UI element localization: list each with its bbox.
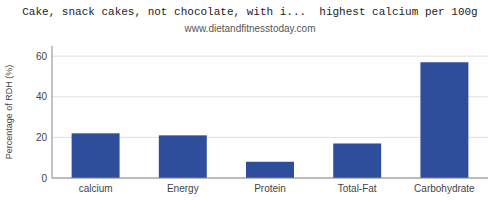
y-tick-label: 60	[36, 51, 48, 62]
chart: Cake, snack cakes, not chocolate, with i…	[0, 0, 500, 200]
grid	[52, 56, 488, 178]
bar	[333, 143, 381, 178]
bar	[246, 162, 294, 178]
y-tick-label: 0	[41, 173, 47, 184]
grid-line	[52, 178, 488, 179]
bars	[72, 62, 469, 178]
y-axis-label: Percentage of RDH (%)	[4, 65, 14, 160]
x-tick-label: Energy	[167, 183, 199, 194]
grid-line	[52, 56, 488, 57]
bar	[159, 135, 207, 178]
bar	[72, 133, 120, 178]
y-tick-label: 40	[36, 91, 48, 102]
x-tick-label: Carbohydrate	[414, 183, 475, 194]
bar	[420, 62, 468, 178]
x-tick-label: calcium	[79, 183, 113, 194]
title: Cake, snack cakes, not chocolate, with i…	[22, 6, 477, 18]
x-tick-label: Total-Fat	[338, 183, 377, 194]
x-axis-line	[52, 178, 488, 179]
x-tick-label: Protein	[254, 183, 286, 194]
subtitle: www.dietandfitnesstoday.com	[184, 23, 316, 34]
y-axis-line	[52, 46, 53, 178]
y-tick-label: 20	[36, 132, 48, 143]
